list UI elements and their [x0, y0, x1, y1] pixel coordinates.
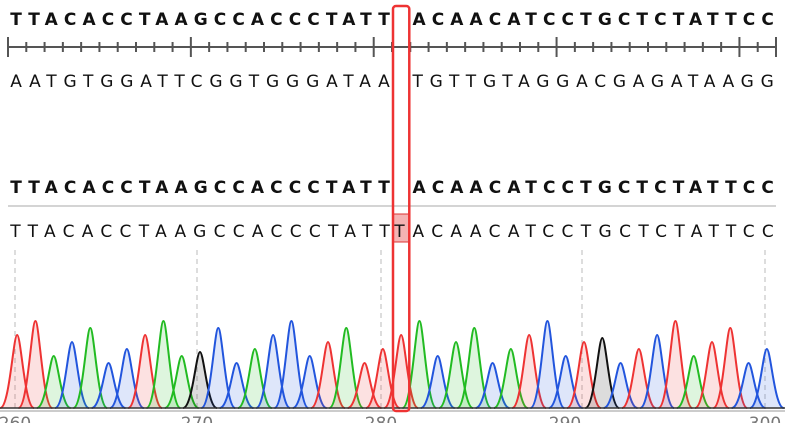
trace-peak	[749, 347, 785, 409]
position-label: 290	[549, 414, 581, 423]
sequence-segment: TGTTGTAGGACGAGATAAGG	[411, 72, 773, 92]
position-label: 260	[0, 414, 31, 423]
position-label: 270	[181, 414, 213, 423]
insertion-marker	[391, 4, 411, 413]
sequence-segment: TTACACCTAAGCCACCCTATT	[9, 222, 390, 242]
position-label: 280	[365, 414, 397, 423]
sequence-segment: TTACACCTAAGCCACCCTATT	[10, 10, 390, 30]
sequence-segment: AATGTGGATTCGGTGGGATAA	[10, 72, 390, 92]
sequence-segment: ACAACATCCTGCTCTATTCC	[412, 222, 773, 242]
sequence-segment: ACAACATCCTGCTCTATTCC	[412, 178, 773, 198]
sequence-segment: TTACACCTAAGCCACCCTATT	[10, 178, 390, 198]
sequence-segment: T	[393, 222, 405, 242]
position-label: 300	[749, 414, 781, 423]
sequence-segment: ACAACATCCTGCTCTATTCC	[412, 10, 773, 30]
